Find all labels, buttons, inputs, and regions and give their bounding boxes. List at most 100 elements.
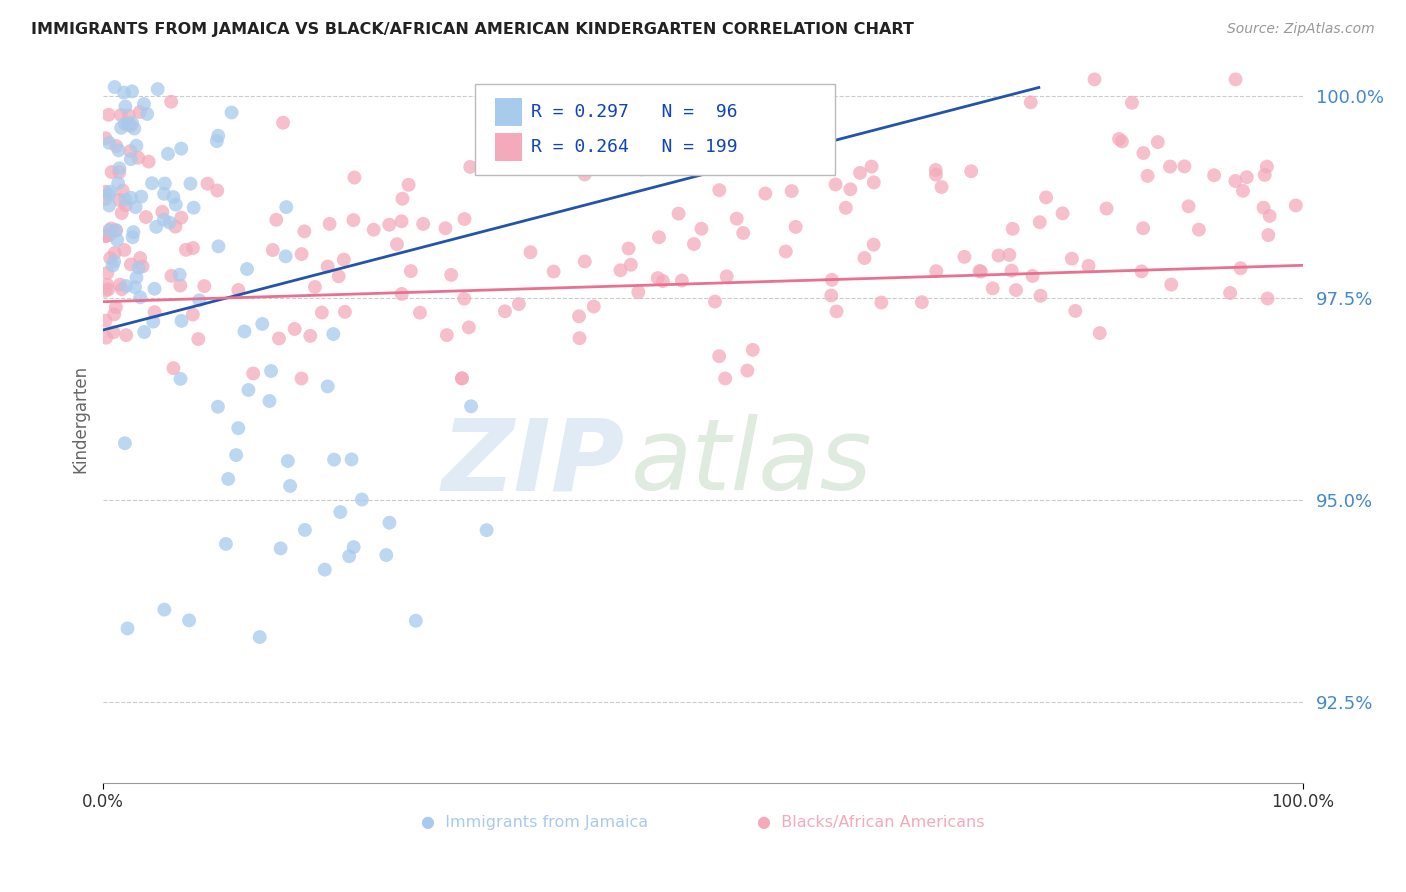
Point — [683, 237, 706, 252]
Point — [322, 326, 344, 341]
Point — [128, 105, 150, 120]
Point — [98, 136, 121, 150]
Point — [1177, 199, 1199, 213]
Point — [170, 314, 193, 328]
Point — [97, 282, 120, 296]
Point — [768, 104, 790, 119]
Point — [1146, 135, 1168, 149]
Point — [925, 264, 948, 278]
Point — [737, 363, 759, 377]
Point — [100, 165, 122, 179]
Point — [120, 119, 142, 133]
Point — [716, 269, 738, 284]
Point — [267, 331, 290, 345]
Point — [100, 221, 122, 235]
Point — [299, 329, 322, 343]
Point — [475, 523, 498, 537]
Point — [156, 147, 179, 161]
Point — [318, 217, 340, 231]
Point — [1108, 132, 1130, 146]
Point — [821, 273, 844, 287]
Point — [1060, 252, 1083, 266]
Point — [378, 516, 401, 530]
Point — [111, 184, 134, 198]
Point — [124, 200, 146, 214]
Point — [143, 305, 166, 319]
Point — [142, 315, 165, 329]
Point — [188, 293, 211, 308]
Point — [120, 152, 142, 166]
Point — [981, 281, 1004, 295]
Point — [94, 229, 117, 244]
Point — [104, 223, 127, 237]
Point — [1160, 277, 1182, 292]
Point — [97, 108, 120, 122]
Text: ZIP: ZIP — [441, 414, 626, 511]
Point — [128, 260, 150, 275]
Point — [333, 252, 356, 267]
Point — [114, 117, 136, 131]
Point — [215, 537, 238, 551]
Point — [94, 185, 117, 199]
Point — [1083, 72, 1105, 87]
Point — [108, 277, 131, 292]
Point — [94, 228, 117, 243]
Text: R = 0.264   N = 199: R = 0.264 N = 199 — [531, 137, 738, 156]
Point — [207, 400, 229, 414]
Point — [264, 212, 287, 227]
Point — [114, 99, 136, 113]
Point — [337, 549, 360, 564]
Point — [1005, 283, 1028, 297]
Point — [129, 251, 152, 265]
Point — [1021, 268, 1043, 283]
Point — [94, 131, 117, 145]
Point — [1253, 201, 1275, 215]
Point — [1258, 209, 1281, 223]
Point — [294, 523, 316, 537]
Point — [1121, 95, 1143, 110]
Point — [860, 160, 883, 174]
Point — [342, 213, 364, 227]
Point — [262, 243, 284, 257]
Point — [114, 198, 136, 212]
Point — [103, 325, 125, 339]
Point — [733, 226, 755, 240]
Point — [134, 325, 156, 339]
Point — [1225, 72, 1247, 87]
Point — [98, 227, 121, 242]
Point — [205, 134, 228, 148]
Point — [98, 223, 121, 237]
Point — [284, 322, 307, 336]
Point — [1229, 261, 1251, 276]
Point — [707, 349, 730, 363]
Point — [1236, 170, 1258, 185]
Point — [630, 162, 652, 177]
Point — [104, 80, 127, 95]
Point — [409, 306, 432, 320]
Point — [340, 452, 363, 467]
Point — [568, 331, 591, 345]
Point — [290, 371, 312, 385]
Point — [225, 448, 247, 462]
Point — [121, 116, 143, 130]
Point — [849, 166, 872, 180]
Point — [508, 297, 530, 311]
Point — [412, 217, 434, 231]
Point — [260, 364, 283, 378]
Point — [290, 247, 312, 261]
Point — [108, 193, 131, 207]
Point — [115, 279, 138, 293]
Point — [153, 602, 176, 616]
Point — [1132, 146, 1154, 161]
Point — [207, 184, 229, 198]
Point — [98, 198, 121, 212]
Point — [378, 218, 401, 232]
Point — [117, 622, 139, 636]
Point — [1204, 169, 1226, 183]
Point — [124, 280, 146, 294]
Point — [1077, 259, 1099, 273]
Point — [170, 142, 193, 156]
Point — [169, 268, 191, 282]
Point — [375, 548, 398, 562]
Point — [1132, 221, 1154, 235]
